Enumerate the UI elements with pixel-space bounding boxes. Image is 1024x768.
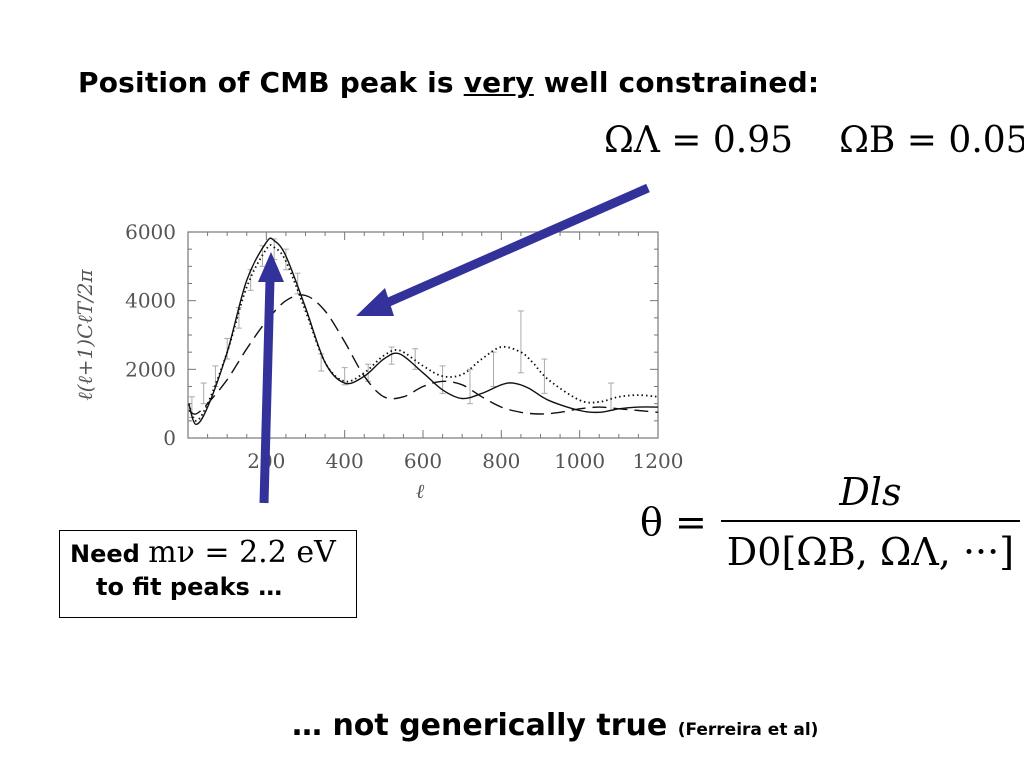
note-line-2: to fit peaks …	[96, 573, 283, 601]
x-tick-label: 800	[482, 449, 520, 473]
omega-lambda-equation: ΩΛ = 0.95	[604, 120, 794, 161]
theta-fraction: Dls D0[ΩB, ΩΛ, ···]	[720, 470, 1021, 574]
footer-citation: (Ferreira et al)	[677, 720, 819, 740]
series-line-solid	[188, 237, 659, 425]
theta-equation: θ = Dls D0[ΩB, ΩΛ, ···]	[640, 470, 1021, 574]
note-line-1: Need mν = 2.2 eV	[70, 535, 336, 570]
omega-equations: ΩΛ = 0.95 ΩB = 0.05	[604, 120, 1024, 161]
y-axis-label: ℓ(ℓ+1)CℓT/2π	[73, 268, 97, 400]
series-line-dotted	[187, 244, 659, 422]
x-tick-label: 1000	[554, 449, 605, 473]
x-tick-label: 200	[247, 449, 285, 473]
note-need-text: Need	[70, 540, 149, 568]
theta-numerator: Dls	[839, 470, 902, 514]
heading-emphasis: very	[463, 66, 534, 99]
slide-heading: Position of CMB peak is very well constr…	[78, 66, 819, 99]
theta-denominator: D0[ΩB, ΩΛ, ···]	[720, 520, 1021, 574]
heading-suffix: well constrained:	[533, 66, 820, 99]
slide-footer: … not generically true (Ferreira et al)	[292, 708, 818, 743]
heading-prefix: Position of CMB peak is	[78, 66, 464, 99]
y-tick-label: 2000	[125, 357, 176, 381]
note-neutrino-mass: mν = 2.2 eV	[148, 535, 336, 570]
y-tick-label: 6000	[125, 220, 176, 244]
y-tick-label: 4000	[125, 289, 176, 313]
cmb-power-spectrum-chart: 200 400 600 800 1000 1200 0 2000 4000 6000 ℓ ℓ(ℓ+1)…	[73, 220, 684, 503]
neutrino-mass-note: Need mν = 2.2 eV to fit peaks …	[59, 530, 357, 618]
x-tick-label: 1200	[633, 449, 684, 473]
x-tick-label: 400	[326, 449, 364, 473]
x-axis-label: ℓ	[416, 479, 425, 503]
x-tick-label: 600	[404, 449, 442, 473]
footer-main-text: … not generically true	[292, 708, 678, 743]
y-tick-label: 0	[163, 426, 176, 450]
series-line-dashed	[188, 294, 659, 415]
omega-b-equation: ΩB = 0.05	[839, 120, 1024, 161]
theta-lhs: θ =	[640, 500, 707, 544]
